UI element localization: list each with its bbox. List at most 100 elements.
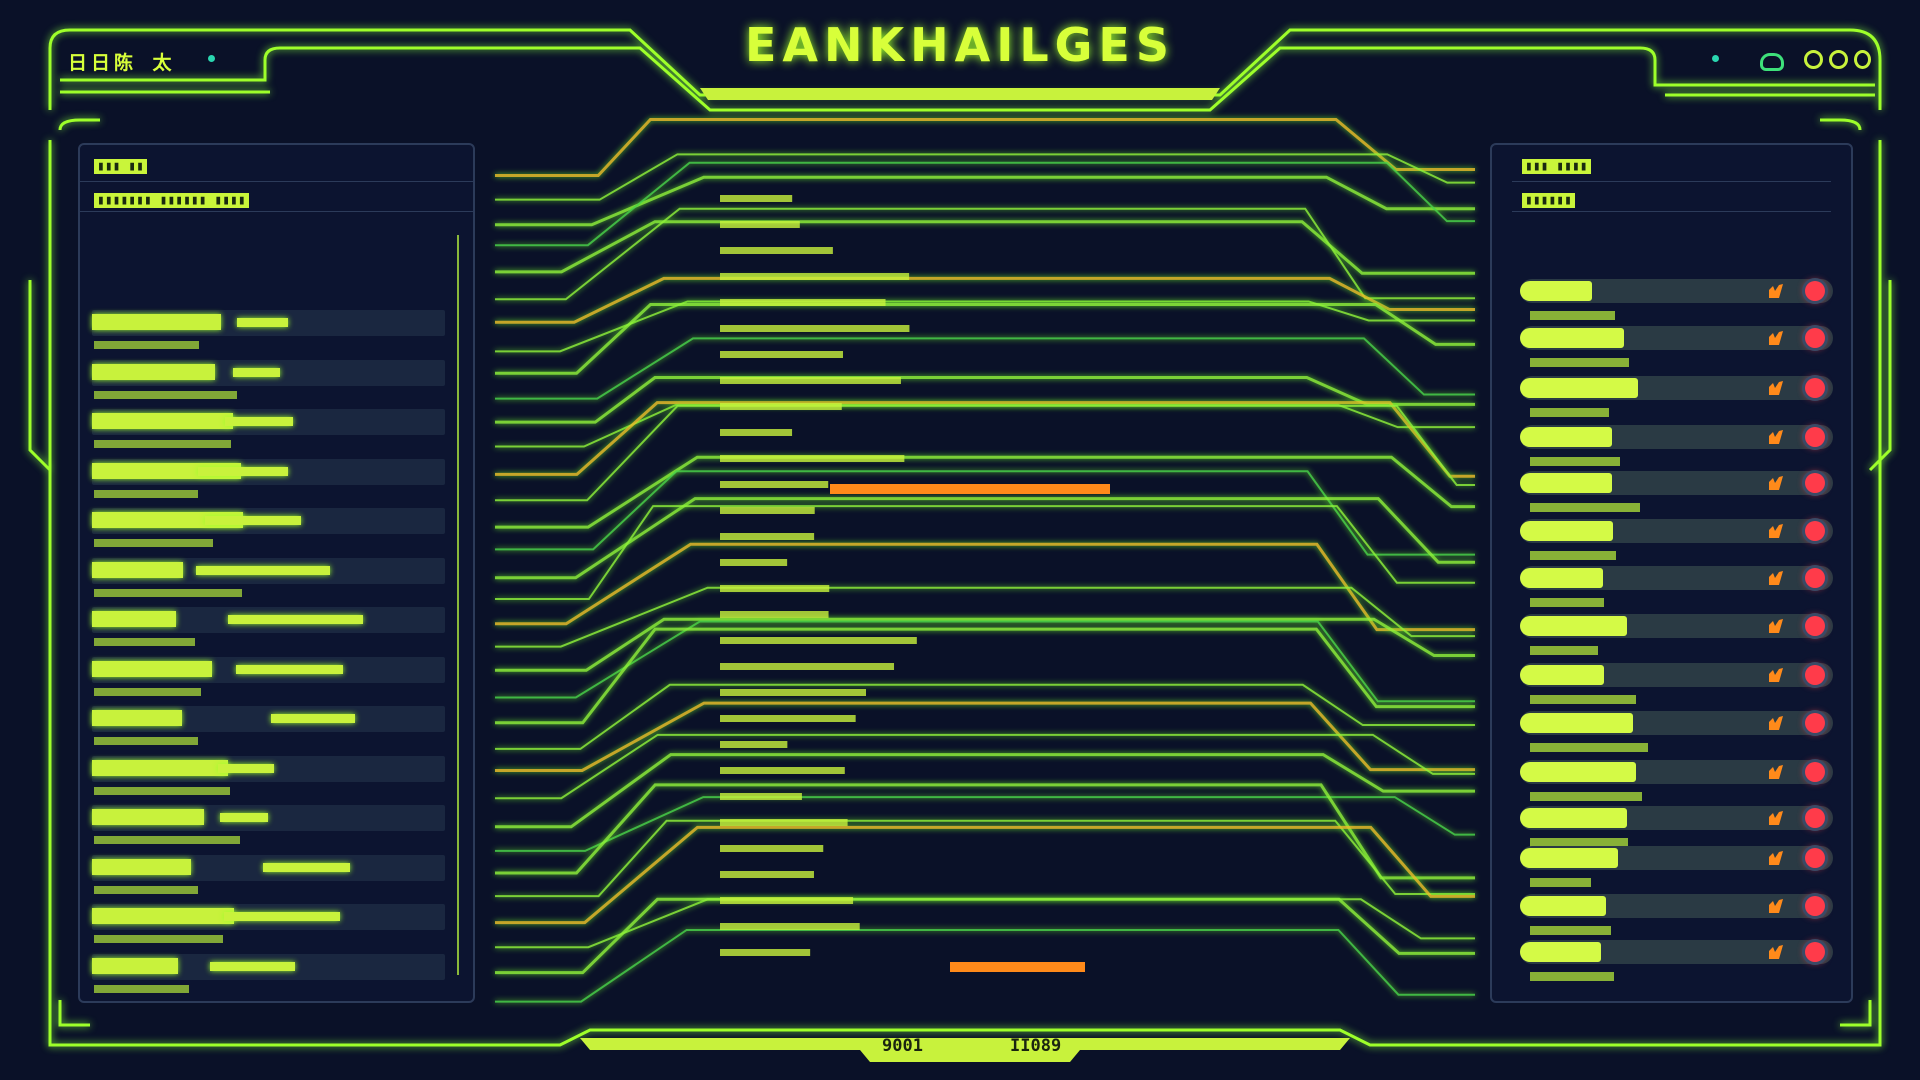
corner-label: 日日陈 太: [68, 52, 176, 74]
status-label-pill: [1520, 665, 1604, 686]
data-text-block: [720, 663, 895, 670]
list-item[interactable]: [92, 508, 445, 534]
status-row[interactable]: [1520, 375, 1833, 400]
status-row[interactable]: [1520, 278, 1833, 303]
item-label-bar: [92, 314, 221, 330]
list-item[interactable]: [92, 854, 445, 881]
data-text-block: [720, 689, 866, 696]
item-caption: [94, 984, 190, 993]
item-label-bar: [92, 908, 235, 924]
status-row[interactable]: [1520, 325, 1833, 350]
data-text-block: [720, 741, 788, 748]
data-text-block: [720, 819, 848, 826]
circle-icon[interactable]: [1854, 50, 1871, 69]
data-text-block: [720, 767, 845, 774]
status-row[interactable]: [1520, 565, 1833, 590]
list-item[interactable]: [92, 409, 445, 435]
status-row[interactable]: [1520, 845, 1833, 870]
status-row[interactable]: [1520, 805, 1833, 830]
status-row[interactable]: [1520, 711, 1833, 736]
data-text-block: [720, 299, 886, 306]
data-text-block: [720, 559, 788, 566]
home-icon[interactable]: [1760, 53, 1784, 71]
left-panel-header: ▮▮▮ ▮▮: [94, 159, 147, 174]
warning-icon: [1769, 810, 1783, 825]
list-item[interactable]: [92, 706, 445, 732]
alert-icon[interactable]: [1805, 895, 1825, 916]
connection-line: [495, 276, 1475, 324]
data-text-block: [720, 429, 793, 436]
status-row[interactable]: [1520, 760, 1833, 785]
list-item[interactable]: [92, 310, 445, 336]
warning-icon: [1769, 945, 1783, 960]
data-text-block: [720, 845, 824, 852]
alert-icon[interactable]: [1805, 665, 1825, 686]
list-item[interactable]: [92, 656, 445, 683]
status-row[interactable]: [1520, 518, 1833, 543]
list-item[interactable]: [92, 805, 445, 831]
status-label-pill: [1520, 520, 1613, 541]
warning-icon: [1769, 850, 1783, 865]
connection-line: [495, 928, 1475, 1003]
circle-icon[interactable]: [1804, 50, 1823, 69]
data-text-block: [720, 247, 833, 254]
status-row[interactable]: [1520, 663, 1833, 688]
status-row[interactable]: [1520, 424, 1833, 449]
data-text-block: [720, 455, 905, 462]
warning-icon: [1769, 898, 1783, 913]
connection-line: [495, 620, 1475, 703]
alert-icon[interactable]: [1805, 847, 1825, 868]
list-item[interactable]: [92, 458, 445, 485]
data-text-block: [720, 221, 800, 228]
alert-icon[interactable]: [1805, 762, 1825, 783]
list-item[interactable]: [92, 607, 445, 633]
alert-icon[interactable]: [1805, 377, 1825, 398]
alert-icon[interactable]: [1805, 426, 1825, 447]
list-item[interactable]: [92, 755, 445, 782]
connection-line: [495, 404, 1475, 502]
status-row[interactable]: [1520, 614, 1833, 639]
alert-icon[interactable]: [1805, 520, 1825, 541]
connection-line: [495, 175, 1475, 227]
connection-line: [495, 153, 1475, 201]
alert-icon[interactable]: [1805, 567, 1825, 588]
scrollbar[interactable]: [457, 235, 459, 975]
row-caption: [1530, 877, 1592, 887]
circle-icon[interactable]: [1829, 50, 1848, 69]
data-text-block: [720, 533, 815, 540]
item-caption: [94, 390, 237, 399]
data-text-block: [720, 403, 842, 410]
status-label-pill: [1520, 942, 1601, 963]
status-row[interactable]: [1520, 940, 1833, 965]
list-item[interactable]: [92, 953, 445, 980]
item-value-bar: [220, 813, 268, 822]
data-text-block: [720, 637, 917, 644]
item-value-bar: [209, 961, 295, 971]
status-indicator: [208, 55, 215, 62]
alert-icon[interactable]: [1805, 473, 1825, 494]
alert-icon[interactable]: [1805, 807, 1825, 828]
status-label-pill: [1520, 895, 1607, 916]
connection-line: [495, 505, 1475, 601]
warning-icon: [1769, 283, 1783, 298]
item-label-bar: [92, 363, 216, 380]
warning-icon: [1769, 716, 1783, 731]
alert-icon[interactable]: [1805, 616, 1825, 637]
item-label-bar: [92, 611, 177, 627]
alert-icon[interactable]: [1805, 280, 1825, 301]
alert-icon[interactable]: [1805, 713, 1825, 734]
connection-line: [495, 683, 1475, 750]
item-caption: [94, 786, 231, 795]
status-row[interactable]: [1520, 471, 1833, 496]
list-item[interactable]: [92, 359, 445, 386]
status-indicator: [1712, 55, 1719, 62]
item-caption: [94, 588, 243, 597]
list-item[interactable]: [92, 557, 445, 584]
alert-icon[interactable]: [1805, 327, 1825, 348]
list-item[interactable]: [92, 904, 445, 930]
data-text-block: [720, 377, 901, 384]
item-label-bar: [92, 561, 184, 578]
alert-icon[interactable]: [1805, 942, 1825, 963]
status-row[interactable]: [1520, 893, 1833, 918]
item-value-bar: [270, 714, 356, 723]
